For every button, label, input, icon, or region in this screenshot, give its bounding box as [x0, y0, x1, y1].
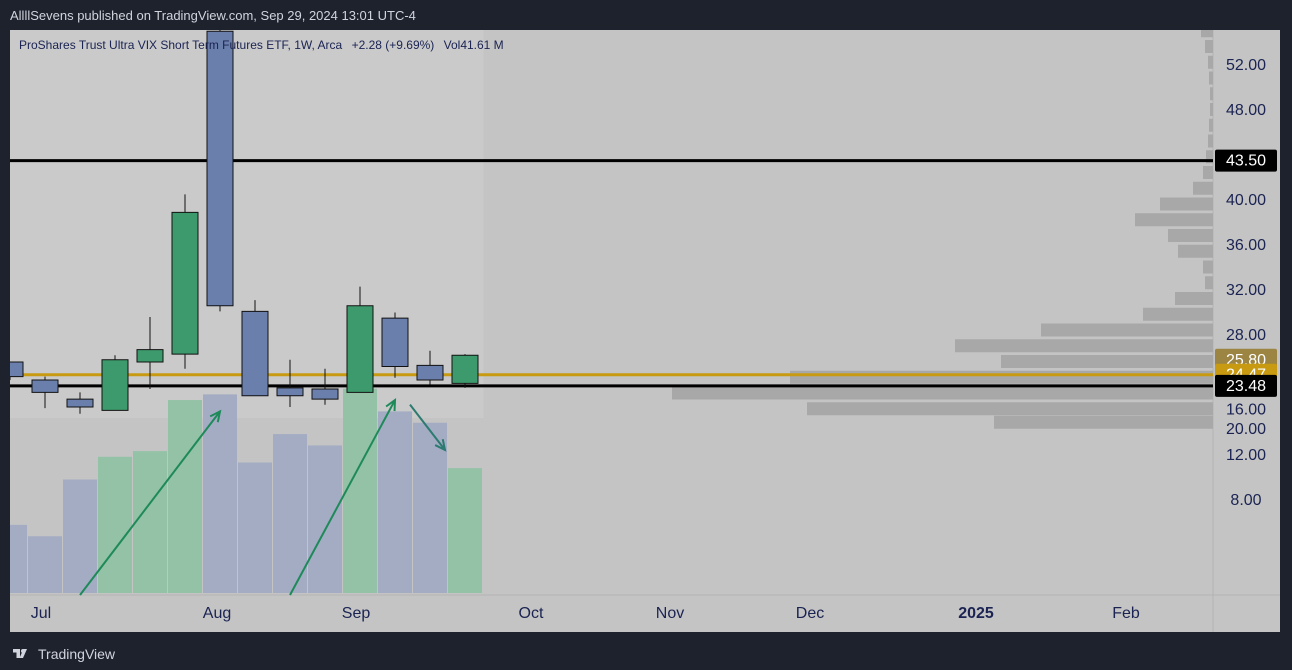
volume-profile-bar [1203, 260, 1213, 274]
volume-bar [28, 536, 62, 593]
legend-symbol[interactable]: ProShares Trust Ultra VIX Short Term Fut… [19, 38, 343, 52]
volume-profile-bar [955, 339, 1213, 353]
trend-arrow-line [289, 399, 396, 596]
price-tick-label: 36.00 [1226, 237, 1266, 254]
volume-profile-bar [1193, 181, 1213, 195]
volume-profile-bar [994, 415, 1213, 429]
tradingview-brand: TradingView [38, 646, 116, 662]
volume-bar [203, 394, 237, 593]
volume-bar [308, 445, 342, 593]
volume-profile-bar [1160, 197, 1213, 211]
volume-bar [378, 411, 412, 593]
volume-profile-bar [1210, 103, 1213, 116]
candle-body [311, 388, 339, 400]
price-tick-label: 40.00 [1226, 192, 1266, 209]
volume-profile-bar [1041, 323, 1213, 337]
volume-bar [63, 479, 97, 593]
volume-profile-bar [1178, 244, 1213, 258]
trend-arrow-line [409, 403, 446, 451]
volume-profile-bar [1143, 307, 1213, 321]
volume-profile-bar [1205, 40, 1213, 53]
candle-body [416, 364, 444, 381]
time-axis-label: Dec [796, 605, 824, 622]
candle-body [101, 359, 129, 411]
volume-profile-bar [1203, 166, 1213, 179]
volume-profile-bar [1205, 276, 1213, 290]
chart-frame[interactable]: 52.00 48.00 43.50 40.00 36.00 32.00 28.00 25.80… [10, 30, 1280, 632]
volume-bar [343, 388, 377, 593]
published-text: AllllSevens published on TradingView.com… [10, 8, 416, 23]
price-tick-label: 48.00 [1226, 102, 1266, 119]
volume-profile-bar [790, 370, 1213, 384]
candle-body [276, 387, 304, 397]
time-axis-label: Aug [203, 605, 231, 622]
volume-bar [10, 524, 27, 593]
candle-body [451, 354, 479, 384]
time-axis-label: Nov [656, 605, 684, 622]
tradingview-logo-icon [13, 649, 27, 658]
price-badge-label: 43.50 [1226, 153, 1266, 170]
price-tick-label: 52.00 [1226, 57, 1266, 74]
chart-legend: ProShares Trust Ultra VIX Short Term Fut… [19, 38, 510, 52]
price-badge [1215, 374, 1277, 397]
top-bar: AllllSevens published on TradingView.com… [0, 0, 1292, 30]
volume-profile-bar [1206, 150, 1213, 164]
price-tick-label: 12.00 [1226, 447, 1266, 464]
footer-bar: TradingView [0, 638, 1292, 670]
trend-arrow-head [385, 398, 397, 412]
volume-profile-bar [1208, 134, 1213, 148]
time-axis-label: Sep [342, 605, 371, 622]
time-axis-label: Oct [519, 605, 544, 622]
volume-bar [133, 451, 167, 593]
candle-body [381, 317, 409, 367]
volume-profile-bar [672, 386, 1213, 400]
tradingview-logo[interactable]: TradingView [12, 646, 115, 662]
time-axis-label: Feb [1112, 605, 1140, 622]
price-badge-label: 23.48 [1226, 378, 1266, 395]
volume-profile-bar [1135, 213, 1213, 227]
candle-body [66, 398, 94, 408]
price-badge [1215, 149, 1277, 172]
volume-bar [168, 400, 202, 593]
volume-profile-bar [1201, 30, 1213, 38]
candle-body [10, 361, 24, 378]
candle-body [171, 211, 199, 355]
volume-profile-bar [1209, 118, 1213, 132]
price-tick-label: 8.00 [1230, 492, 1261, 509]
trend-arrow-head [434, 439, 447, 452]
volume-bar [273, 434, 307, 593]
volume-profile-bar [1208, 55, 1213, 69]
price-tick-label: 32.00 [1226, 282, 1266, 299]
time-axis-label: 2025 [958, 605, 994, 622]
volume-profile-bar [807, 402, 1213, 416]
trend-arrow-line [79, 410, 221, 596]
volume-profile-bar [1168, 229, 1213, 242]
volume-bar [238, 462, 272, 593]
price-tick-label: 20.00 [1226, 421, 1266, 438]
volume-profile-bar [1210, 87, 1213, 101]
price-tick-label: 16.00 [1226, 401, 1266, 418]
time-axis-label: Jul [31, 605, 51, 622]
candle-body [31, 379, 59, 393]
legend-volume: Vol41.61 M [443, 38, 504, 52]
volume-profile-bar [1001, 355, 1213, 368]
candle-body [241, 310, 269, 397]
candle-body [206, 30, 234, 307]
price-tick-label: 28.00 [1226, 327, 1266, 344]
volume-bar [413, 422, 447, 593]
legend-change: +2.28 (+9.69%) [351, 38, 435, 52]
trend-arrow-head [209, 409, 222, 423]
candle-body [136, 349, 164, 363]
volume-profile-bar [1175, 292, 1213, 305]
volume-bar [448, 468, 482, 593]
candle-body [346, 305, 374, 393]
candlestick-chart[interactable]: 52.0048.0043.5040.0036.0032.0028.0025.80… [10, 30, 1280, 632]
volume-bar [98, 456, 132, 593]
volume-profile-bar [1209, 71, 1213, 85]
